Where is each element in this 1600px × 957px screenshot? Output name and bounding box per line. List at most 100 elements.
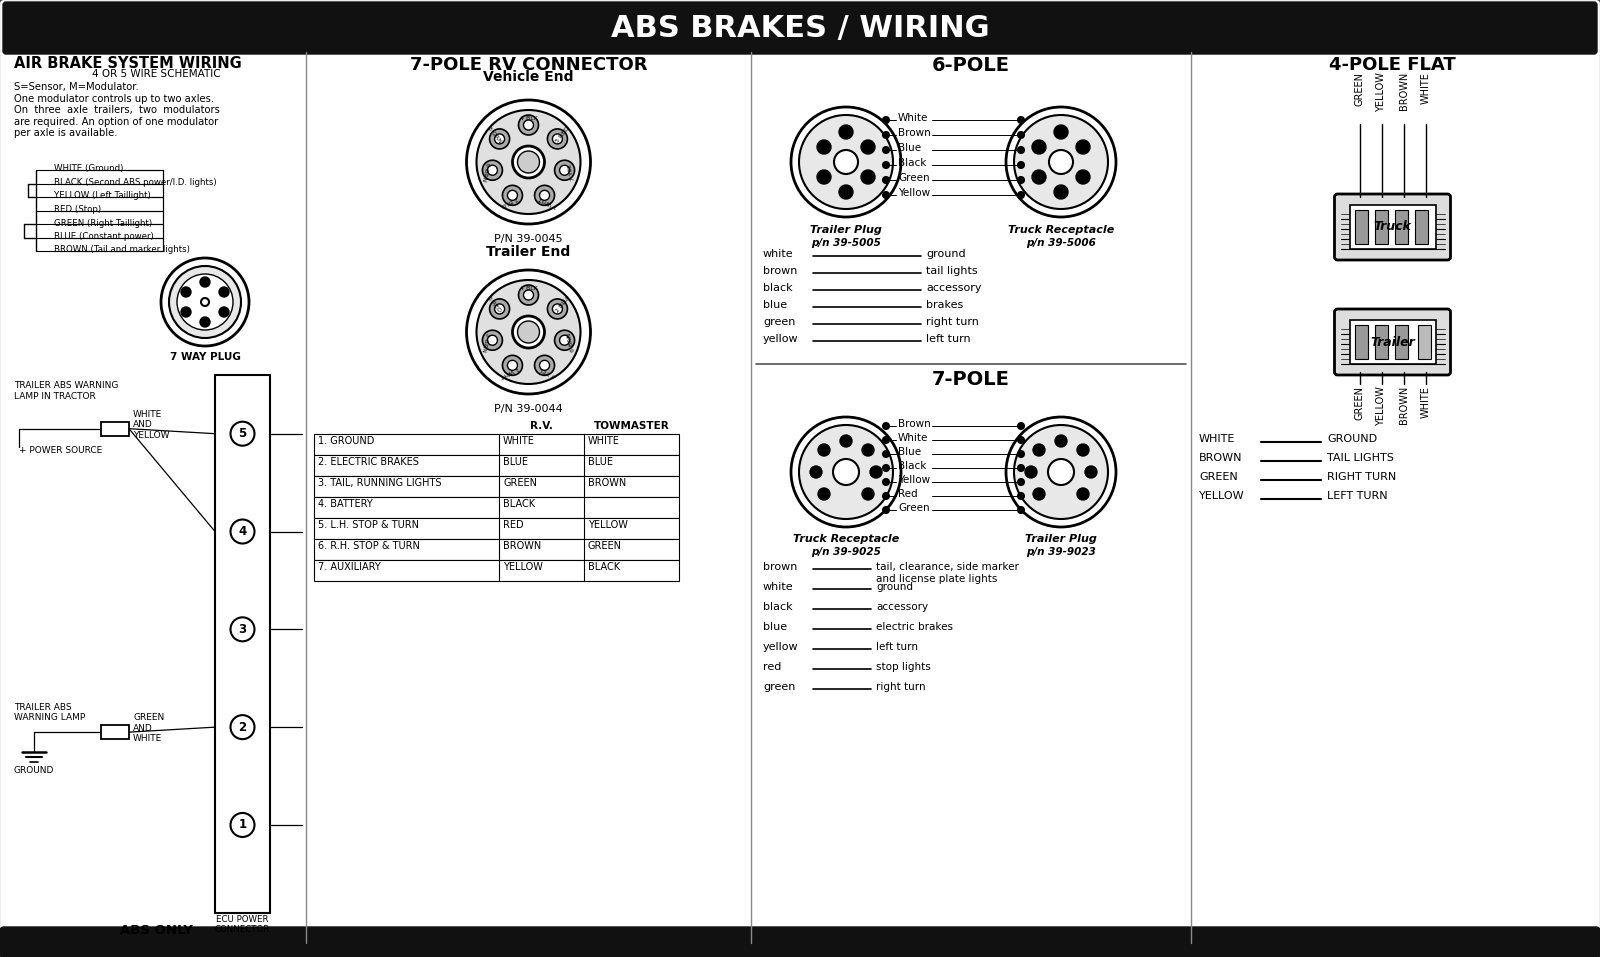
- Circle shape: [810, 466, 822, 478]
- Circle shape: [488, 335, 498, 345]
- Circle shape: [483, 160, 502, 180]
- Circle shape: [494, 304, 504, 314]
- Text: red: red: [763, 662, 781, 672]
- Circle shape: [1018, 132, 1024, 138]
- Text: right turn: right turn: [877, 682, 926, 692]
- Text: yellow: yellow: [763, 642, 798, 652]
- Circle shape: [230, 520, 254, 544]
- Text: green: green: [763, 682, 795, 692]
- Circle shape: [488, 166, 498, 175]
- Circle shape: [1018, 162, 1024, 168]
- Circle shape: [547, 129, 568, 149]
- Text: GROUND: GROUND: [1326, 434, 1378, 444]
- Circle shape: [512, 146, 544, 178]
- Text: Blue: Blue: [898, 447, 922, 457]
- Text: 7 YEL: 7 YEL: [539, 366, 557, 378]
- Text: WHITE (Ground): WHITE (Ground): [54, 165, 123, 173]
- Circle shape: [790, 417, 901, 527]
- Text: P/N 39-0045: P/N 39-0045: [494, 234, 563, 244]
- Text: 7-POLE RV CONNECTOR: 7-POLE RV CONNECTOR: [410, 56, 648, 74]
- Text: White: White: [898, 433, 928, 443]
- Text: Truck: Truck: [1373, 220, 1411, 234]
- Text: RED: RED: [502, 520, 523, 530]
- Text: Truck Receptacle: Truck Receptacle: [794, 534, 899, 544]
- Circle shape: [1018, 192, 1024, 198]
- Circle shape: [560, 335, 570, 345]
- Circle shape: [1006, 107, 1117, 217]
- Text: GREEN
AND
WHITE: GREEN AND WHITE: [133, 713, 165, 743]
- Bar: [1349, 320, 1435, 364]
- Circle shape: [883, 437, 890, 443]
- Text: BROWN: BROWN: [1198, 453, 1243, 463]
- Circle shape: [1075, 170, 1090, 184]
- Bar: [1395, 325, 1408, 359]
- Circle shape: [534, 186, 555, 206]
- Text: BLUE: BLUE: [502, 457, 528, 467]
- Text: 4. BATTERY: 4. BATTERY: [318, 499, 373, 509]
- Circle shape: [1034, 444, 1045, 456]
- Circle shape: [883, 162, 890, 168]
- Text: Yellow: Yellow: [898, 188, 930, 198]
- Text: blue: blue: [763, 622, 787, 632]
- Text: black: black: [763, 283, 792, 293]
- Text: Brown: Brown: [898, 419, 931, 429]
- Text: p/n 39-9023: p/n 39-9023: [1026, 547, 1096, 557]
- Text: 4 BLK: 4 BLK: [520, 285, 538, 291]
- Circle shape: [507, 361, 517, 370]
- Text: 6 BRN: 6 BRN: [482, 162, 490, 182]
- Text: stop lights: stop lights: [877, 662, 931, 672]
- Circle shape: [1018, 177, 1024, 183]
- Circle shape: [555, 160, 574, 180]
- Text: tail lights: tail lights: [926, 266, 978, 276]
- Circle shape: [1054, 125, 1069, 139]
- Text: 2: 2: [238, 721, 246, 734]
- Text: 7. AUXILIARY: 7. AUXILIARY: [318, 562, 381, 572]
- Text: 2 BLU: 2 BLU: [555, 296, 571, 313]
- Text: Yellow: Yellow: [898, 475, 930, 485]
- Circle shape: [862, 488, 874, 500]
- Circle shape: [518, 285, 539, 305]
- Text: 7-POLE: 7-POLE: [933, 370, 1010, 389]
- Text: yellow: yellow: [763, 334, 798, 344]
- Circle shape: [502, 186, 523, 206]
- Text: ground: ground: [877, 582, 914, 592]
- Text: Trailer End: Trailer End: [486, 245, 571, 259]
- Circle shape: [178, 274, 234, 330]
- Circle shape: [1026, 466, 1037, 478]
- Circle shape: [883, 479, 890, 485]
- Circle shape: [883, 132, 890, 138]
- Circle shape: [494, 134, 504, 144]
- Text: TRAILER ABS WARNING
LAMP IN TRACTOR: TRAILER ABS WARNING LAMP IN TRACTOR: [14, 381, 118, 401]
- Text: WHITE: WHITE: [589, 436, 619, 446]
- Bar: [214, 375, 270, 913]
- Circle shape: [883, 451, 890, 457]
- Text: Green: Green: [898, 503, 930, 513]
- Circle shape: [883, 423, 890, 429]
- Circle shape: [1048, 459, 1074, 485]
- Text: BLUE: BLUE: [589, 457, 613, 467]
- Circle shape: [490, 299, 509, 319]
- FancyBboxPatch shape: [1334, 309, 1451, 375]
- Circle shape: [861, 140, 875, 154]
- Text: brown: brown: [763, 562, 797, 572]
- Circle shape: [834, 150, 858, 174]
- FancyBboxPatch shape: [3, 2, 1597, 54]
- Bar: [101, 725, 130, 739]
- Text: ECU POWER
CONNECTOR: ECU POWER CONNECTOR: [214, 915, 270, 934]
- Circle shape: [477, 110, 581, 214]
- Circle shape: [170, 266, 242, 338]
- Bar: [1355, 210, 1368, 244]
- Text: BLUE (Constant power): BLUE (Constant power): [54, 232, 154, 241]
- Circle shape: [1018, 493, 1024, 499]
- Text: 3: 3: [238, 623, 246, 635]
- Text: white: white: [763, 249, 794, 259]
- Circle shape: [883, 177, 890, 183]
- Text: 7 YEL: 7 YEL: [566, 163, 576, 181]
- Text: RIGHT TURN: RIGHT TURN: [1326, 472, 1397, 482]
- Circle shape: [552, 304, 563, 314]
- Circle shape: [181, 307, 190, 317]
- Circle shape: [507, 190, 517, 200]
- Circle shape: [1018, 117, 1024, 123]
- Circle shape: [1034, 488, 1045, 500]
- Text: left turn: left turn: [877, 642, 918, 652]
